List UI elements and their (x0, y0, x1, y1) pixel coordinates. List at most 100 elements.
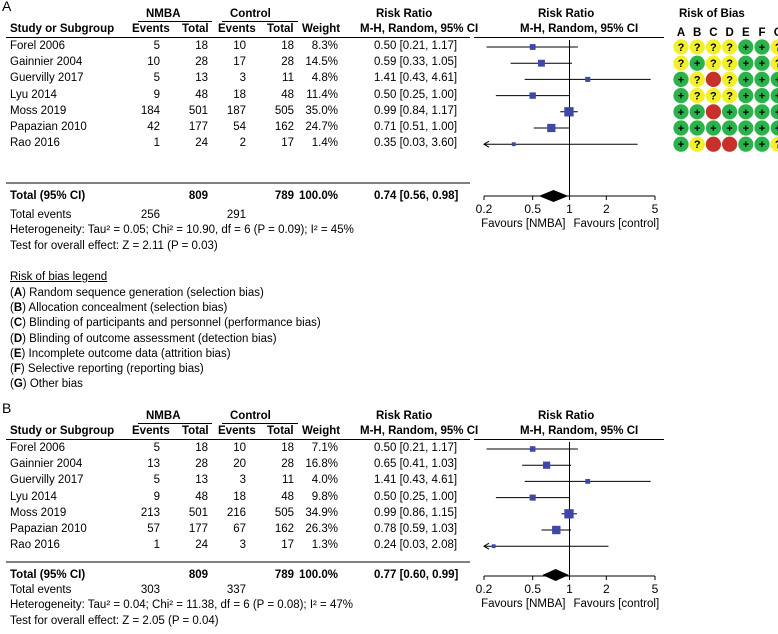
bias-low-icon (738, 136, 754, 152)
bias-unclear-icon (673, 39, 689, 55)
bias-legend-letter: D (13, 332, 23, 345)
bias-symbol: + (678, 139, 684, 151)
bias-symbol: + (726, 107, 732, 119)
total-control: 17 (281, 539, 294, 552)
bias-legend-item: (E) Incomplete outcome data (attrition b… (10, 347, 231, 360)
bias-symbol: ? (726, 74, 733, 86)
total-control: 28 (281, 56, 294, 69)
risk-ratio-ci: 1.41 [0.43, 4.61] (374, 474, 458, 487)
bias-symbol: + (759, 91, 765, 103)
bias-symbol: + (743, 107, 749, 119)
effect-square (529, 494, 536, 501)
bias-symbol: + (710, 123, 716, 135)
effect-square (564, 509, 574, 519)
bias-legend-item: (B) Allocation concealment (selection bi… (10, 302, 228, 315)
group2-header: Control (230, 8, 271, 20)
bias-unclear-icon (722, 39, 738, 55)
x-tick-label: 2 (603, 202, 610, 216)
risk-ratio-ci: 0.50 [0.21, 1.17] (374, 442, 458, 454)
total2-col-header: Total (267, 425, 294, 437)
events1-col-header: Events (132, 425, 170, 437)
events-control: 18 (233, 490, 246, 503)
ci-col-header: M-H, Random, 95% CI (360, 23, 479, 35)
total-events-e1: 256 (140, 209, 160, 221)
risk-ratio-ci: 1.41 [0.43, 4.61] (374, 72, 458, 85)
weight-value: 4.8% (311, 72, 338, 85)
ci-col-header: M-H, Random, 95% CI (360, 425, 479, 437)
bias-legend-item: (G) Other bias (10, 378, 83, 391)
bias-col-label: F (758, 27, 765, 39)
bias-low-icon (673, 120, 689, 136)
bias-low-icon (738, 120, 754, 136)
bias-col-label: C (709, 27, 717, 39)
effect-square (585, 76, 591, 82)
total-nmba: 18 (195, 442, 208, 454)
bias-symbol: ? (726, 91, 733, 103)
total-weight: 100.0% (298, 190, 338, 202)
weight-value: 1.3% (311, 539, 338, 552)
bias-legend-text: ) Blinding of participants and personnel… (22, 317, 321, 330)
bias-low-icon (754, 136, 770, 152)
bias-symbol: ? (775, 139, 778, 151)
total-control: 162 (274, 121, 294, 133)
x-tick-label: 1 (566, 582, 573, 596)
bias-low-icon (754, 88, 770, 104)
bias-low-icon (722, 104, 738, 120)
forest-plot-a: 0.2 0.5 1 2 5 Favours [NMBA] Favours [control]… (6, 27, 778, 230)
effect-square (585, 479, 591, 484)
bias-symbol: + (678, 91, 684, 103)
total-control: 18 (281, 40, 294, 52)
bias-legend-letter: F (13, 363, 21, 375)
bias-col-label: A (677, 27, 685, 39)
total-control: 505 (274, 104, 294, 117)
weight-value: 14.5% (305, 56, 338, 69)
risk-ratio-ci: 0.65 [0.41, 1.03] (374, 458, 458, 471)
bias-low-icon (754, 39, 770, 55)
events-control: 10 (233, 40, 246, 52)
bias-legend-text: ) Blinding of outcome assessment (detect… (22, 332, 277, 345)
bias-low-icon (673, 136, 689, 152)
bias-symbol: + (743, 74, 749, 86)
events2-col-header: Events (218, 425, 256, 437)
bias-unclear-icon (722, 55, 738, 71)
bias-symbol: ? (694, 74, 701, 86)
study-name: Rao 2016 (10, 137, 60, 150)
bias-symbol: + (775, 123, 778, 135)
study-name: Rao 2016 (10, 539, 60, 552)
weight-value: 4.0% (311, 474, 338, 487)
bias-symbol: + (759, 58, 765, 70)
bias-low-icon (770, 88, 778, 104)
total-control: 48 (281, 490, 294, 503)
events-control: 216 (226, 506, 246, 519)
group2-header: Control (230, 410, 271, 422)
bias-low-icon (754, 104, 770, 120)
events-control: 187 (226, 104, 246, 117)
bias-symbol: + (775, 91, 778, 103)
bias-unclear-icon (722, 88, 738, 104)
events-nmba: 57 (147, 523, 160, 535)
total-nmba: 48 (195, 88, 208, 101)
x-tick-label: 0.5 (524, 202, 541, 216)
bias-legend-item: (D) Blinding of outcome assessment (dete… (10, 332, 277, 345)
plot-header: Risk Ratio (538, 410, 595, 422)
risk-ratio-ci: 0.99 [0.84, 1.17] (374, 104, 458, 117)
effect-square (547, 123, 556, 133)
bias-low-icon (770, 71, 778, 87)
bias-unclear-icon (705, 39, 722, 55)
events-nmba: 1 (153, 137, 160, 150)
total-events-label: Total events (10, 584, 72, 596)
total-control: 11 (282, 474, 294, 487)
events-control: 3 (239, 539, 246, 552)
total-n2: 789 (274, 190, 294, 202)
group1-header: NMBA (146, 410, 181, 422)
x-tick-label: 5 (652, 582, 659, 596)
bias-legend-item: (C) Blinding of participants and personn… (10, 317, 321, 330)
bias-symbol: ? (710, 91, 717, 103)
effect-square (564, 107, 574, 117)
weight-value: 8.3% (311, 40, 338, 52)
weight-col-header: Weight (302, 425, 341, 437)
bias-unclear-icon (689, 71, 705, 87)
events2-col-header: Events (218, 23, 256, 35)
study-name: Forel 2006 (10, 40, 65, 52)
total-nmba: 177 (188, 121, 208, 133)
